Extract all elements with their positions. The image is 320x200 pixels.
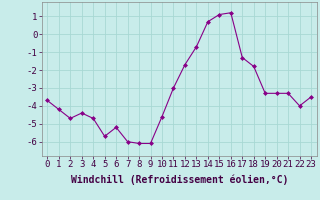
X-axis label: Windchill (Refroidissement éolien,°C): Windchill (Refroidissement éolien,°C) <box>70 175 288 185</box>
